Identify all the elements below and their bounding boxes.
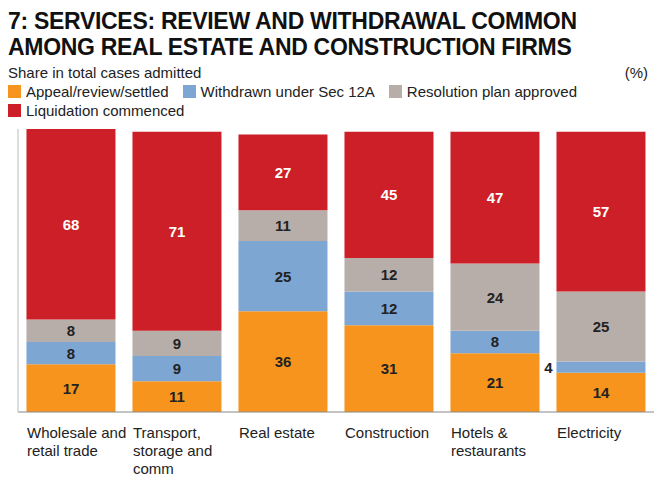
- svg-text:71: 71: [169, 223, 186, 240]
- svg-text:Transport,storage andcomm: Transport,storage andcomm: [133, 424, 212, 474]
- svg-text:17: 17: [63, 380, 80, 397]
- svg-text:12: 12: [381, 266, 398, 283]
- svg-text:8: 8: [491, 333, 499, 350]
- svg-text:11: 11: [169, 388, 185, 405]
- svg-text:Real estate: Real estate: [239, 424, 315, 441]
- svg-text:11: 11: [275, 217, 291, 234]
- svg-text:21: 21: [487, 374, 504, 391]
- html-text:Share in total cases admitted: Share in total cases admitted: [8, 64, 202, 81]
- svg-text:14: 14: [593, 384, 610, 401]
- svg-text:25: 25: [275, 268, 292, 285]
- svg-text:9: 9: [173, 360, 181, 377]
- svg-text:57: 57: [593, 203, 610, 220]
- svg-text:47: 47: [487, 189, 504, 206]
- svg-text:31: 31: [381, 360, 398, 377]
- svg-text:36: 36: [275, 353, 292, 370]
- html-text:Resolution plan approved: Resolution plan approved: [406, 83, 577, 100]
- svg-text:Hotels &restaurants: Hotels &restaurants: [451, 424, 526, 459]
- svg-text:9: 9: [173, 335, 181, 352]
- html-text:7: SERVICES: REVIEW AND WITHDR: 7: SERVICES: REVIEW AND WITHDRAWAL COMMO…: [8, 8, 577, 60]
- svg-text:8: 8: [67, 322, 75, 339]
- html-text:Appeal/review/settled: Appeal/review/settled: [26, 83, 169, 100]
- svg-text:12: 12: [381, 300, 398, 317]
- svg-text:Construction: Construction: [345, 424, 429, 441]
- svg-text:Electricity: Electricity: [557, 424, 622, 441]
- svg-text:45: 45: [381, 186, 398, 203]
- svg-text:Wholesale andretail trade: Wholesale andretail trade: [27, 424, 126, 459]
- svg-text:4: 4: [544, 359, 553, 376]
- svg-text:68: 68: [63, 216, 80, 233]
- html-text:Withdrawn under Sec 12A: Withdrawn under Sec 12A: [200, 83, 375, 100]
- svg-text:24: 24: [487, 289, 504, 306]
- svg-text:27: 27: [275, 164, 292, 181]
- svg-text:25: 25: [593, 318, 610, 335]
- html-text:Liquidation commenced: Liquidation commenced: [26, 102, 185, 119]
- svg-text:8: 8: [67, 345, 75, 362]
